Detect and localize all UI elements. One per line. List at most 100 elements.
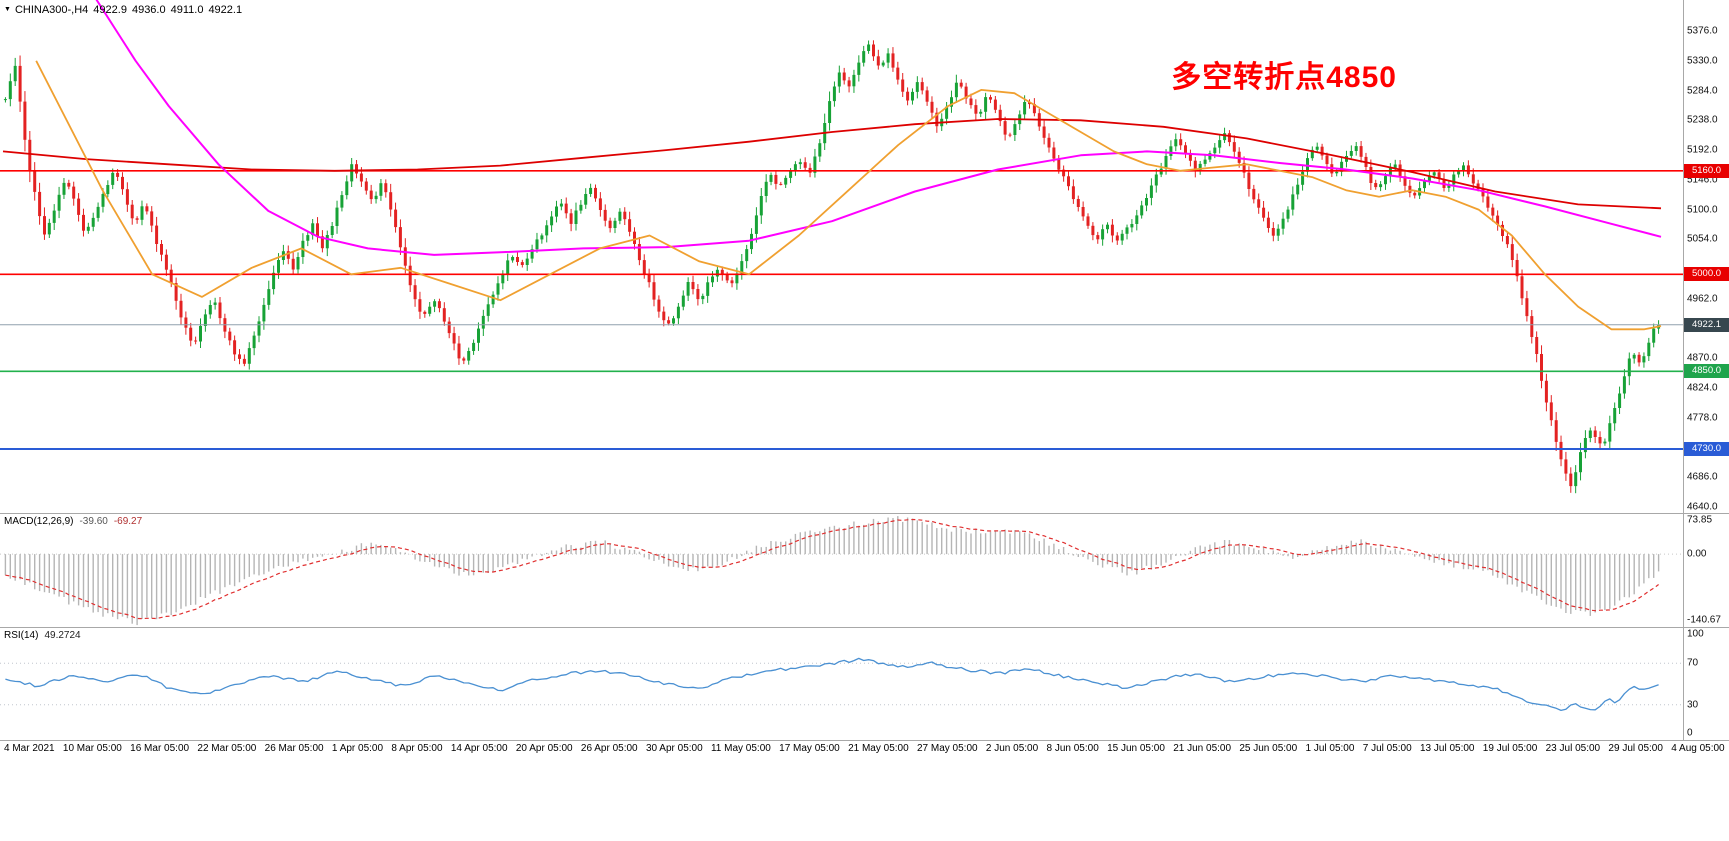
macd-value: -39.60 <box>79 516 108 527</box>
candle <box>1242 156 1246 179</box>
candle <box>1310 146 1314 161</box>
candle <box>174 277 178 310</box>
candle <box>374 191 378 204</box>
price-pane[interactable]: ▼ CHINA300-,H4 4922.9 4936.0 4911.0 4922.1 多空… <box>0 0 1683 513</box>
date-label: 26 Apr 05:00 <box>580 743 638 754</box>
candle <box>857 55 861 82</box>
ma-mid-magenta[interactable] <box>94 0 1662 256</box>
candle <box>1603 438 1607 446</box>
ohlc-open: 4922.9 <box>93 4 127 16</box>
candle <box>881 60 885 68</box>
candle <box>203 309 207 332</box>
candle <box>1530 310 1534 344</box>
rsi-line[interactable] <box>5 657 1659 712</box>
candle <box>389 183 393 217</box>
candle <box>233 335 237 361</box>
date-label: 17 May 05:00 <box>779 743 840 754</box>
date-label: 16 Mar 05:00 <box>130 743 190 754</box>
pane-separator[interactable] <box>0 627 1729 628</box>
rsi-value: 49.2724 <box>44 630 81 641</box>
rsi-axis[interactable]: 100 70 30 0 <box>1684 628 1729 740</box>
candle <box>681 290 685 311</box>
candle <box>1632 353 1636 364</box>
price-axis-label: 4824.0 <box>1687 382 1718 394</box>
pane-separator[interactable] <box>0 513 1729 514</box>
candle <box>1062 165 1066 182</box>
candle <box>628 211 632 237</box>
candle <box>18 55 22 112</box>
candle <box>164 249 168 276</box>
candle <box>218 297 222 325</box>
candle <box>1257 193 1261 214</box>
ma-fast-orange[interactable] <box>35 60 1662 331</box>
candle <box>1442 173 1446 192</box>
price-axis[interactable]: 5376.0 5330.0 5284.0 5238.0 5192.0 5146.0 5100… <box>1684 0 1729 513</box>
candle <box>1081 201 1085 221</box>
candle <box>832 81 836 107</box>
candle <box>1145 193 1148 212</box>
candle <box>1349 145 1353 159</box>
rsi-pane[interactable]: RSI(14) 49.2724 <box>0 628 1683 740</box>
macd-axis[interactable]: 73.85 0.00 -140.67 <box>1684 514 1729 627</box>
price-tag-pivot-4850[interactable]: 4850.0 <box>1684 364 1729 379</box>
candle <box>730 276 734 288</box>
candle <box>901 73 905 97</box>
candle <box>574 202 578 231</box>
candle <box>1491 203 1495 222</box>
candle <box>1535 331 1539 363</box>
candle <box>257 316 261 343</box>
candle <box>1505 232 1509 248</box>
price-tag-support-4730[interactable]: 4730.0 <box>1684 442 1729 456</box>
price-axis-label: 4686.0 <box>1687 471 1718 483</box>
candle <box>520 259 524 268</box>
candle <box>428 302 432 317</box>
chart-annotation-text[interactable]: 多空转折点4850 <box>1171 61 1397 94</box>
candle <box>477 322 480 351</box>
price-tag-resistance-5160[interactable]: 5160.0 <box>1684 163 1729 178</box>
candle <box>452 326 456 351</box>
candle <box>676 303 680 324</box>
candle <box>1466 160 1470 178</box>
rsi-canvas[interactable] <box>0 628 1683 740</box>
candle <box>637 237 641 266</box>
symbol-period-label: CHINA300-,H4 <box>14 4 89 16</box>
macd-canvas[interactable] <box>0 514 1683 627</box>
symbol-dropdown-arrow-icon[interactable]: ▼ <box>4 6 11 13</box>
price-axis-label: 4870.0 <box>1687 352 1718 364</box>
candle <box>1583 430 1587 459</box>
price-tag-current-price[interactable]: 4922.1 <box>1684 317 1729 332</box>
candle <box>950 90 953 113</box>
candle <box>1125 224 1129 240</box>
candle <box>496 276 500 301</box>
price-axis-border <box>1683 0 1684 741</box>
macd-signal-line[interactable] <box>5 518 1659 620</box>
candle <box>603 204 607 227</box>
candle <box>43 207 46 240</box>
candle <box>1110 219 1114 243</box>
price-chart-canvas[interactable] <box>0 0 1683 513</box>
candle <box>998 104 1002 127</box>
price-tag-support-5000[interactable]: 5000.0 <box>1684 267 1729 282</box>
candle <box>964 82 968 104</box>
candle <box>1120 229 1124 245</box>
macd-pane[interactable]: MACD(12,26,9) -39.60 -69.27 <box>0 514 1683 627</box>
candle <box>823 113 827 150</box>
candle <box>252 331 256 356</box>
candle <box>1647 337 1651 361</box>
candle <box>842 67 846 85</box>
candle <box>8 73 12 107</box>
candle <box>1106 222 1109 234</box>
candle <box>1003 116 1007 141</box>
candle <box>23 91 27 152</box>
candle <box>886 48 890 69</box>
candle <box>481 309 485 336</box>
candle <box>1208 150 1212 163</box>
candle <box>316 217 319 243</box>
candle <box>613 217 617 234</box>
candle <box>325 230 329 257</box>
candle <box>1091 222 1095 241</box>
candle <box>140 200 144 226</box>
ma-slow-red[interactable] <box>2 118 1662 210</box>
date-axis[interactable]: 4 Mar 2021 10 Mar 05:00 16 Mar 05:00 22 Mar… <box>0 741 1729 756</box>
date-label: 1 Apr 05:00 <box>331 743 384 754</box>
